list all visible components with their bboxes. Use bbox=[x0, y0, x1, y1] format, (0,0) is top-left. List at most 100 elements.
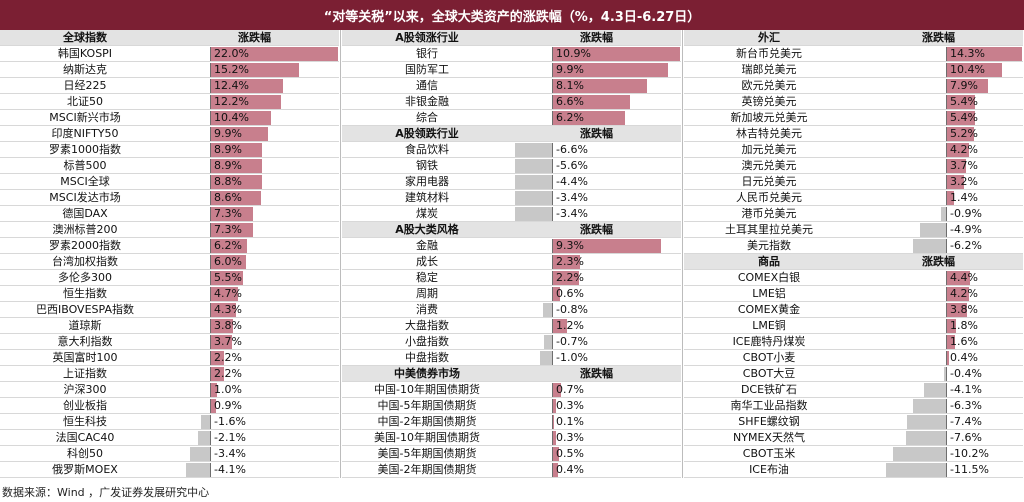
row-label: 加元兑美元 bbox=[741, 143, 797, 156]
value-bar bbox=[211, 95, 282, 109]
value-cell: 1.2% bbox=[512, 318, 681, 334]
row-label: 道琼斯 bbox=[68, 319, 102, 332]
value-bar bbox=[540, 351, 552, 365]
row-label: 港币兑美元 bbox=[741, 207, 797, 220]
value-bar bbox=[211, 127, 269, 141]
table-row: 家用电器 -4.4% bbox=[342, 174, 681, 190]
row-label: LME铜 bbox=[752, 319, 786, 332]
row-label: 建筑材料 bbox=[405, 191, 449, 204]
row-label: 标普500 bbox=[63, 159, 107, 172]
row-label: 上证指数 bbox=[63, 367, 107, 380]
table-row: 通信 8.1% bbox=[342, 78, 681, 94]
zero-line bbox=[552, 47, 553, 61]
zero-line bbox=[946, 287, 947, 301]
zero-line bbox=[210, 143, 211, 157]
zero-line bbox=[552, 239, 553, 253]
zero-line bbox=[552, 383, 553, 397]
table-row: 稳定 2.2% bbox=[342, 270, 681, 286]
value-cell: 7.3% bbox=[170, 206, 339, 222]
row-label: 银行 bbox=[416, 47, 438, 60]
table-row: 澳元兑美元 3.7% bbox=[684, 158, 1023, 174]
value-bar bbox=[947, 47, 1022, 61]
value-label: 4.4% bbox=[950, 271, 978, 284]
zero-line bbox=[210, 399, 211, 413]
value-label: 10.9% bbox=[556, 47, 591, 60]
value-label: -6.6% bbox=[556, 143, 588, 156]
zero-line bbox=[946, 207, 947, 221]
value-bar bbox=[947, 127, 975, 141]
zero-line bbox=[552, 79, 553, 93]
table-row: 科创50 -3.4% bbox=[0, 446, 339, 462]
value-cell: -4.1% bbox=[854, 382, 1023, 398]
value-cell: -10.2% bbox=[854, 446, 1023, 462]
value-cell: -4.4% bbox=[512, 174, 681, 190]
value-cell: 8.9% bbox=[170, 142, 339, 158]
value-label: -3.4% bbox=[214, 447, 246, 460]
section-header: A股大类风格 涨跌幅 bbox=[342, 222, 681, 238]
table-row: 标普500 8.9% bbox=[0, 158, 339, 174]
row-label: 日元兑美元 bbox=[741, 175, 797, 188]
value-label: 8.1% bbox=[556, 79, 584, 92]
table-row: 道琼斯 3.8% bbox=[0, 318, 339, 334]
value-cell: -2.1% bbox=[170, 430, 339, 446]
row-label: MSCI新兴市场 bbox=[49, 111, 121, 124]
value-label: 8.9% bbox=[214, 159, 242, 172]
row-label: NYMEX天然气 bbox=[733, 431, 805, 444]
value-column-header: 涨跌幅 bbox=[580, 31, 613, 44]
value-label: 2.2% bbox=[214, 367, 242, 380]
value-cell: -4.9% bbox=[854, 222, 1023, 238]
table-row: 意大利指数 3.7% bbox=[0, 334, 339, 350]
value-bar bbox=[211, 159, 263, 173]
value-bar bbox=[947, 271, 971, 285]
value-label: -11.5% bbox=[950, 463, 989, 476]
table-row: 纳斯达克 15.2% bbox=[0, 62, 339, 78]
zero-line bbox=[946, 111, 947, 125]
value-label: 0.4% bbox=[950, 351, 978, 364]
value-label: 6.0% bbox=[214, 255, 242, 268]
table-row: LME铝 4.2% bbox=[684, 286, 1023, 302]
value-bar bbox=[553, 111, 626, 125]
value-cell: 3.8% bbox=[854, 302, 1023, 318]
value-bar bbox=[907, 415, 946, 429]
zero-line bbox=[210, 431, 211, 445]
zero-line bbox=[552, 415, 553, 429]
zero-line bbox=[210, 111, 211, 125]
row-label: 中国-10年期国债期货 bbox=[374, 383, 480, 396]
value-cell: -7.6% bbox=[854, 430, 1023, 446]
value-bar bbox=[211, 399, 217, 413]
row-label: 美国-5年期国债期货 bbox=[377, 447, 477, 460]
table-row: 建筑材料 -3.4% bbox=[342, 190, 681, 206]
value-label: 1.0% bbox=[214, 383, 242, 396]
value-cell: 9.3% bbox=[512, 238, 681, 254]
value-bar bbox=[211, 111, 272, 125]
zero-line bbox=[552, 63, 553, 77]
table-row: 美元指数 -6.2% bbox=[684, 238, 1023, 254]
value-cell: 4.2% bbox=[854, 142, 1023, 158]
table-row: LME铜 1.8% bbox=[684, 318, 1023, 334]
value-bar bbox=[190, 447, 210, 461]
value-bar bbox=[947, 143, 970, 157]
zero-line bbox=[552, 271, 553, 285]
zero-line bbox=[552, 319, 553, 333]
zero-line bbox=[210, 127, 211, 141]
value-label: 5.5% bbox=[214, 271, 242, 284]
value-label: 12.2% bbox=[214, 95, 249, 108]
value-label: 3.2% bbox=[950, 175, 978, 188]
row-label: 金融 bbox=[416, 239, 438, 252]
row-label: 巴西IBOVESPA指数 bbox=[36, 303, 134, 316]
value-bar bbox=[211, 255, 246, 269]
table-row: SHFE螺纹钢 -7.4% bbox=[684, 414, 1023, 430]
row-label: 罗素1000指数 bbox=[49, 143, 121, 156]
row-label: 人民币兑美元 bbox=[736, 191, 802, 204]
zero-line bbox=[210, 223, 211, 237]
value-cell: -0.7% bbox=[512, 334, 681, 350]
value-label: 14.3% bbox=[950, 47, 985, 60]
value-label: 1.6% bbox=[950, 335, 978, 348]
value-cell: -3.4% bbox=[512, 190, 681, 206]
value-cell: 3.2% bbox=[854, 174, 1023, 190]
value-cell: -0.9% bbox=[854, 206, 1023, 222]
zero-line bbox=[552, 287, 553, 301]
table-row: 印度NIFTY50 9.9% bbox=[0, 126, 339, 142]
value-bar bbox=[553, 255, 580, 269]
value-bar bbox=[947, 79, 989, 93]
